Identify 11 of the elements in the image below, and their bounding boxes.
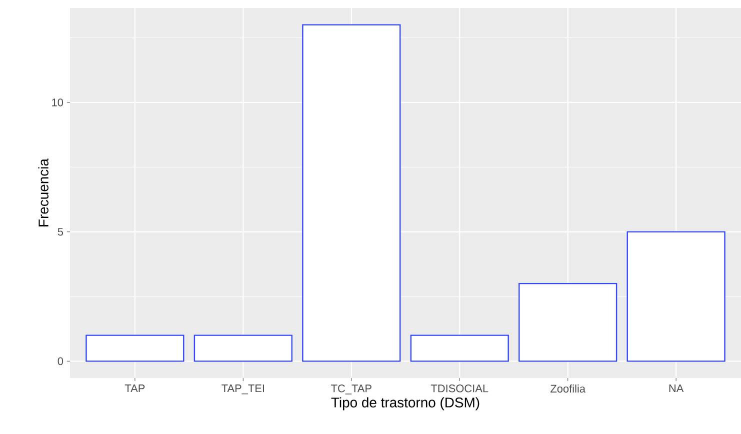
x-axis-title: Tipo de trastorno (DSM) — [331, 397, 480, 410]
x-tick-label: NA — [669, 384, 684, 392]
y-tick-label: 5 — [58, 228, 64, 236]
y-axis-title: Frecuencia — [38, 158, 48, 226]
x-tick-label: Zoofilia — [550, 384, 586, 393]
y-tick-label: 10 — [52, 98, 64, 106]
x-tick-label: TDISOCIAL — [430, 384, 488, 392]
y-tick-label: 0 — [58, 357, 64, 366]
x-tick-label: TAP_TEI — [222, 384, 264, 394]
x-tick-label: TAP — [124, 384, 145, 392]
x-tick-label: TC_TAP — [331, 384, 372, 394]
